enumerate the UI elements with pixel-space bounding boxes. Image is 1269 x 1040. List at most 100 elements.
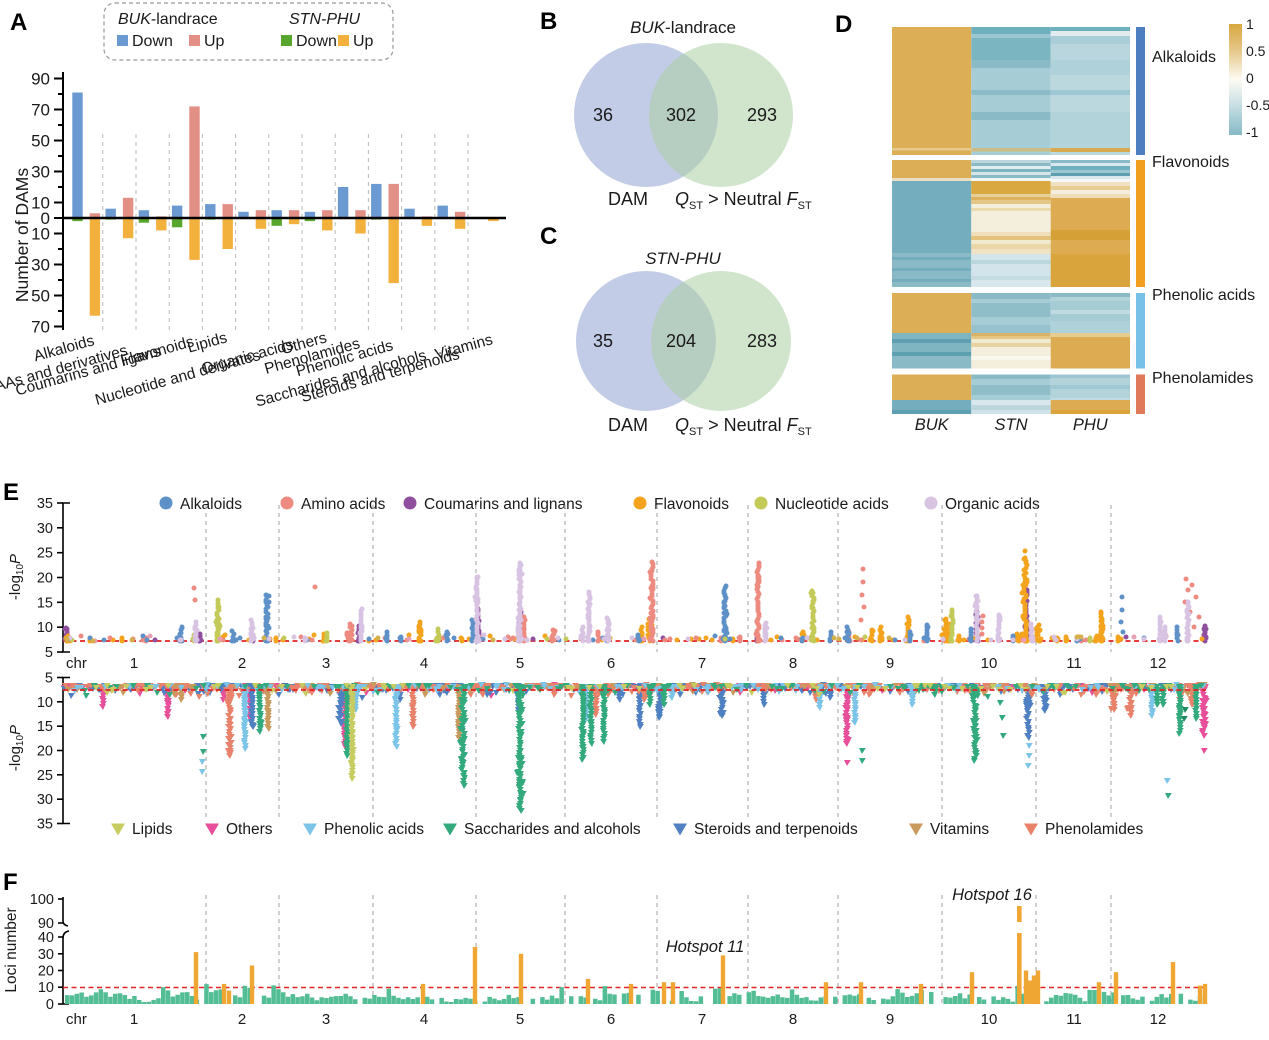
svg-text:-log10P: -log10P: [7, 725, 26, 771]
svg-text:4: 4: [420, 655, 428, 672]
svg-text:Coumarins and lignans: Coumarins and lignans: [424, 496, 583, 513]
svg-text:0.5: 0.5: [1246, 43, 1266, 59]
svg-text:302: 302: [666, 105, 696, 125]
svg-text:Alkaloids: Alkaloids: [1152, 49, 1216, 66]
svg-text:Up: Up: [204, 33, 225, 50]
svg-text:4: 4: [420, 1011, 428, 1028]
svg-text:STN-PHU: STN-PHU: [645, 249, 721, 268]
svg-text:5: 5: [516, 1011, 524, 1028]
svg-text:12: 12: [1150, 655, 1167, 672]
svg-text:Phenolic acids: Phenolic acids: [1152, 287, 1255, 304]
svg-text:DAM: DAM: [608, 415, 648, 435]
svg-text:5: 5: [516, 655, 524, 672]
svg-text:-log10P: -log10P: [7, 554, 26, 600]
svg-text:15: 15: [37, 719, 53, 735]
svg-text:10: 10: [981, 1011, 998, 1028]
svg-text:Flavonoids: Flavonoids: [654, 496, 729, 513]
svg-text:50: 50: [31, 132, 50, 151]
svg-text:3: 3: [322, 1011, 330, 1028]
svg-text:204: 204: [666, 331, 696, 351]
svg-text:8: 8: [789, 655, 797, 672]
svg-text:25: 25: [37, 546, 53, 562]
svg-text:B: B: [540, 8, 557, 35]
svg-text:50: 50: [31, 287, 50, 306]
svg-text:7: 7: [698, 1011, 706, 1028]
svg-text:20: 20: [37, 571, 53, 587]
svg-text:0: 0: [46, 997, 54, 1013]
svg-text:D: D: [835, 11, 852, 38]
svg-text:30: 30: [31, 256, 50, 275]
svg-text:Loci number: Loci number: [3, 907, 20, 992]
svg-text:Hotspot 11: Hotspot 11: [666, 938, 745, 956]
svg-text:1: 1: [1246, 16, 1254, 32]
svg-text:Hotspot 16: Hotspot 16: [952, 886, 1033, 904]
svg-text:30: 30: [31, 163, 50, 182]
svg-text:Others: Others: [226, 821, 273, 838]
svg-text:70: 70: [31, 318, 50, 337]
svg-text:36: 36: [593, 105, 613, 125]
svg-text:Down: Down: [296, 33, 337, 50]
svg-text:Number of DAMs: Number of DAMs: [12, 168, 32, 302]
svg-text:30: 30: [38, 947, 54, 963]
svg-text:Alkaloids: Alkaloids: [180, 496, 242, 513]
svg-text:Vitamins: Vitamins: [930, 821, 989, 838]
svg-text:5: 5: [45, 645, 53, 661]
svg-text:Phenolamides: Phenolamides: [1152, 370, 1253, 387]
svg-text:F: F: [3, 869, 18, 896]
svg-text:10: 10: [31, 225, 50, 244]
svg-text:8: 8: [789, 1011, 797, 1028]
svg-text:1: 1: [130, 1011, 138, 1028]
svg-text:30: 30: [37, 521, 53, 537]
svg-text:DAM: DAM: [608, 189, 648, 209]
svg-text:70: 70: [31, 101, 50, 120]
svg-text:100: 100: [30, 892, 54, 908]
svg-text:10: 10: [981, 655, 998, 672]
svg-text:QST > Neutral FST: QST > Neutral FST: [675, 189, 812, 212]
svg-text:-1: -1: [1246, 124, 1259, 140]
svg-text:90: 90: [31, 70, 50, 89]
svg-text:10: 10: [38, 980, 54, 996]
svg-text:35: 35: [37, 496, 53, 512]
svg-text:10: 10: [37, 620, 53, 636]
svg-text:3: 3: [322, 655, 330, 672]
svg-text:A: A: [10, 9, 27, 36]
svg-text:Lipids: Lipids: [132, 821, 173, 838]
svg-text:-0.5: -0.5: [1246, 97, 1269, 113]
svg-text:QST > Neutral FST: QST > Neutral FST: [675, 415, 812, 438]
svg-text:2: 2: [238, 655, 246, 672]
svg-text:15: 15: [37, 595, 53, 611]
svg-text:STN: STN: [995, 416, 1028, 434]
svg-text:0: 0: [41, 209, 50, 228]
svg-text:5: 5: [45, 671, 53, 687]
svg-text:20: 20: [38, 964, 54, 980]
svg-text:Up: Up: [353, 33, 374, 50]
svg-text:Amino acids: Amino acids: [301, 496, 386, 513]
svg-text:BUK-landrace: BUK-landrace: [630, 18, 736, 37]
svg-text:7: 7: [698, 655, 706, 672]
svg-text:11: 11: [1066, 1011, 1082, 1028]
svg-text:25: 25: [37, 768, 53, 784]
svg-text:chr: chr: [66, 655, 87, 672]
svg-text:6: 6: [607, 655, 615, 672]
svg-text:Down: Down: [132, 33, 173, 50]
svg-text:E: E: [3, 479, 19, 506]
svg-text:10: 10: [31, 194, 50, 213]
svg-text:9: 9: [886, 655, 894, 672]
svg-text:1: 1: [130, 655, 138, 672]
svg-text:STN-PHU: STN-PHU: [289, 11, 361, 28]
svg-text:Saccharides and alcohols: Saccharides and alcohols: [464, 821, 641, 838]
svg-text:PHU: PHU: [1073, 416, 1108, 434]
svg-text:30: 30: [37, 792, 53, 808]
svg-text:11: 11: [1066, 655, 1082, 672]
svg-text:0: 0: [1246, 70, 1254, 86]
svg-text:Phenolamides: Phenolamides: [1045, 821, 1143, 838]
svg-text:Flavonoids: Flavonoids: [1152, 154, 1229, 171]
svg-text:Organic acids: Organic acids: [945, 496, 1040, 513]
svg-text:283: 283: [747, 331, 777, 351]
svg-text:40: 40: [38, 930, 54, 946]
svg-text:293: 293: [747, 105, 777, 125]
svg-text:35: 35: [37, 817, 53, 833]
svg-text:C: C: [540, 223, 557, 250]
svg-text:90: 90: [38, 916, 54, 932]
svg-text:Phenolic acids: Phenolic acids: [324, 821, 424, 838]
